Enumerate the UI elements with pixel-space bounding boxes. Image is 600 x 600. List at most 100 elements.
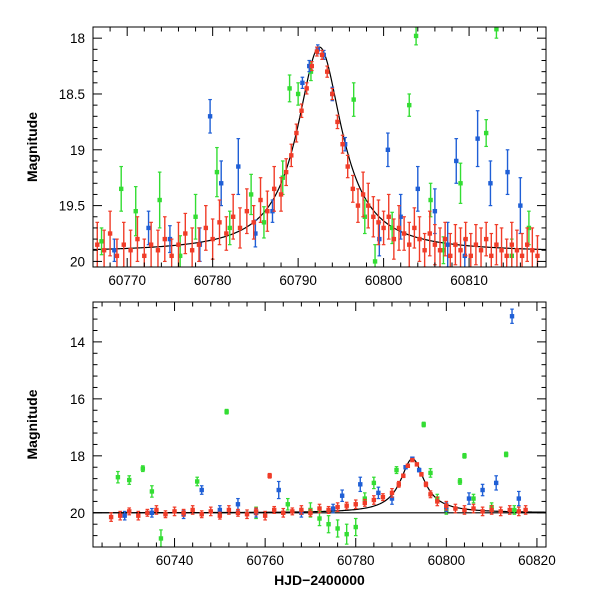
- y-tick-label: 14: [70, 335, 86, 350]
- data-point: [219, 181, 224, 186]
- data-point: [339, 493, 345, 498]
- data-point: [523, 507, 528, 513]
- data-point: [416, 467, 422, 473]
- data-point: [473, 242, 479, 247]
- data-point: [389, 225, 395, 231]
- data-point: [372, 259, 378, 264]
- series-red: [95, 46, 540, 267]
- data-point: [519, 253, 525, 259]
- data-point: [535, 253, 540, 259]
- data-point: [217, 220, 222, 225]
- data-point: [224, 409, 229, 414]
- data-point: [237, 225, 243, 231]
- data-point: [99, 239, 104, 244]
- data-point: [503, 452, 509, 457]
- data-point: [514, 248, 520, 253]
- data-point: [448, 253, 453, 259]
- data-point: [407, 242, 412, 247]
- data-point: [142, 253, 147, 259]
- data-point: [509, 314, 515, 319]
- data-point: [419, 472, 424, 477]
- data-point: [251, 220, 256, 225]
- data-point: [396, 482, 401, 487]
- data-point: [127, 477, 132, 483]
- data-point: [493, 480, 499, 486]
- plot-area: [93, 27, 546, 267]
- data-point: [458, 181, 463, 186]
- data-point: [190, 507, 195, 513]
- data-point: [362, 500, 367, 506]
- y-tick-label: 18.5: [59, 87, 85, 102]
- x-tick-label: 60800: [428, 553, 466, 568]
- data-point: [344, 503, 349, 508]
- series-green: [99, 27, 532, 267]
- data-point: [507, 507, 512, 513]
- data-point: [285, 502, 290, 507]
- x-tick-label: 60780: [337, 553, 375, 568]
- data-point: [428, 197, 433, 203]
- data-point: [214, 169, 220, 175]
- data-point: [415, 186, 420, 192]
- bottom-panel: 60740 60760 60780 60800 60820 14 16 18 20 Magnitu…: [24, 301, 556, 588]
- data-point: [281, 510, 286, 516]
- data-point: [403, 465, 408, 470]
- data-point: [155, 248, 161, 253]
- data-point: [494, 27, 499, 32]
- data-point: [326, 522, 331, 527]
- data-point: [117, 513, 123, 518]
- x-axis-title: HJD−2400000: [274, 572, 365, 588]
- data-point: [261, 220, 267, 225]
- data-point: [319, 52, 325, 58]
- data-point: [244, 208, 250, 214]
- data-point: [480, 509, 485, 514]
- x-tick-label: 60780: [194, 273, 232, 288]
- data-point: [317, 516, 322, 521]
- data-point: [149, 510, 155, 516]
- data-point: [489, 507, 494, 513]
- data-point: [385, 147, 391, 152]
- data-point: [463, 236, 468, 242]
- data-point: [432, 242, 438, 247]
- data-point: [405, 463, 411, 469]
- data-point: [172, 509, 177, 514]
- data-point: [300, 80, 305, 86]
- data-point: [199, 512, 204, 517]
- data-point: [158, 536, 164, 541]
- data-point: [162, 236, 167, 242]
- data-point: [248, 192, 254, 197]
- y-tick-label: 20: [70, 506, 85, 521]
- data-point: [407, 102, 412, 108]
- data-point: [210, 236, 215, 242]
- data-point: [457, 479, 463, 484]
- data-point: [412, 225, 417, 231]
- data-point: [391, 236, 397, 242]
- data-point: [483, 130, 489, 136]
- data-point: [516, 509, 522, 514]
- data-point: [115, 475, 121, 480]
- data-point: [360, 192, 366, 197]
- data-point: [145, 510, 150, 516]
- series-blue: [122, 308, 522, 521]
- data-point: [119, 186, 124, 192]
- data-point: [128, 248, 133, 253]
- data-point: [335, 504, 340, 510]
- data-point: [314, 49, 320, 54]
- data-point: [394, 467, 399, 473]
- data-point: [224, 231, 229, 236]
- data-point: [135, 236, 140, 242]
- data-point: [462, 453, 467, 459]
- data-point: [444, 503, 449, 508]
- data-point: [176, 242, 181, 247]
- data-point: [362, 496, 367, 501]
- data-point: [149, 489, 155, 494]
- data-point: [290, 509, 295, 514]
- data-point: [512, 507, 517, 513]
- data-point: [371, 497, 377, 503]
- data-point: [428, 470, 433, 476]
- x-tick-label: 60820: [518, 553, 556, 568]
- top-panel: 60770 60780 60790 60800 60810 18 18.5 19 19.5 20 M…: [24, 26, 547, 288]
- data-point: [335, 119, 340, 125]
- y-tick-label: 16: [70, 392, 85, 407]
- data-point: [136, 513, 141, 518]
- axes-frame: [92, 26, 547, 268]
